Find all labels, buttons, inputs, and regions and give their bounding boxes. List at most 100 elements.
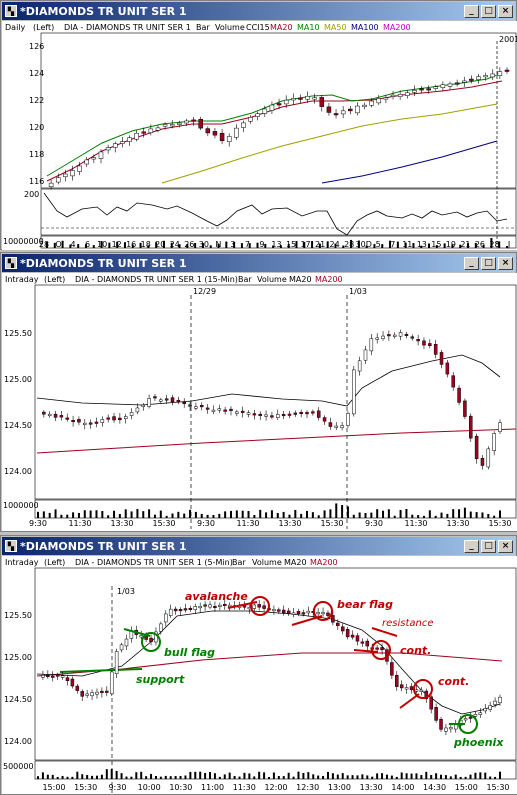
candle — [120, 137, 125, 148]
candle — [299, 409, 303, 418]
candle — [291, 93, 296, 105]
x-tick: 20 — [155, 240, 165, 249]
candle — [65, 674, 70, 686]
intraday-15min-window: ▚ *DIAMONDS TR UNIT SER 1 _ □ × Intraday… — [0, 252, 517, 532]
maximize-button[interactable]: □ — [481, 539, 496, 553]
candle — [369, 98, 374, 108]
x-tick: 5 — [376, 240, 381, 249]
candle — [451, 372, 455, 391]
volume-bar — [342, 245, 345, 248]
resistance-annotation: resistance — [371, 618, 434, 637]
candle — [235, 409, 239, 417]
candle — [269, 101, 275, 114]
volume-bar — [435, 245, 438, 248]
intraday-15min-x-axis: 9:30 11:30 13:30 15:30 9:30 11:30 13:30 15:30 9:… — [29, 519, 512, 528]
candle — [105, 144, 111, 154]
title-bar[interactable]: ▚ *DIAMONDS TR UNIT SER 1 _ □ × — [2, 254, 515, 272]
type-label: Bar — [238, 275, 252, 284]
volume-bar — [352, 514, 355, 518]
date-marker: 12/29 — [193, 287, 216, 296]
x-tick: 10:00 — [138, 783, 161, 792]
candle — [422, 337, 426, 350]
axis-label: (Left) — [33, 23, 54, 32]
candle — [258, 411, 262, 421]
volume-bar — [233, 241, 236, 248]
volume-bar — [77, 244, 80, 248]
maximize-button[interactable]: □ — [481, 4, 496, 18]
volume-bar — [484, 772, 487, 779]
volume-bar — [358, 512, 361, 518]
volume-bar — [341, 505, 344, 518]
candle — [365, 638, 370, 651]
volume-bar — [225, 241, 228, 248]
maximize-button[interactable]: □ — [481, 256, 496, 270]
intraday-5min-window: ▚ *DIAMONDS TR UNIT SER 1 _ □ × Intraday… — [0, 535, 517, 795]
volume-bar — [84, 244, 87, 248]
price-tick: 116 — [29, 177, 44, 186]
candle — [440, 81, 446, 92]
candle — [296, 608, 301, 617]
daily-candles — [48, 67, 510, 190]
chart-window-icon: ▚ — [5, 5, 17, 17]
volume-bar — [405, 508, 408, 518]
title-bar[interactable]: ▚ *DIAMONDS TR UNIT SER 1 _ □ × — [2, 2, 515, 20]
close-button[interactable]: × — [498, 4, 513, 18]
title-bar[interactable]: ▚ *DIAMONDS TR UNIT SER 1 _ □ × — [2, 537, 515, 555]
candle — [118, 413, 122, 424]
candle — [123, 413, 128, 424]
candle — [262, 601, 266, 612]
x-tick: 21 — [315, 240, 325, 249]
intraday-5min-chart-area[interactable]: Intraday (Left) DIA - DIAMONDS TR UNIT S… — [2, 556, 517, 794]
cci-tick: 200 — [24, 190, 39, 199]
close-button[interactable]: × — [498, 256, 513, 270]
x-tick: 11:00 — [201, 783, 224, 792]
daily-chart-area[interactable]: Daily (Left) DIA - DIAMONDS TR UNIT SER … — [2, 21, 517, 250]
minimize-button[interactable]: _ — [464, 256, 479, 270]
x-tick: 6 — [85, 240, 90, 249]
volume-bar — [376, 773, 379, 779]
volume-bar — [371, 776, 374, 779]
candle — [80, 689, 84, 701]
volume-bar — [183, 513, 186, 518]
minimize-button[interactable]: _ — [464, 4, 479, 18]
price-tick: 125.00 — [4, 375, 32, 384]
candle — [276, 98, 282, 110]
volume-bar — [95, 775, 98, 779]
candle — [134, 130, 139, 142]
volume-bar — [124, 509, 127, 518]
volume-bar — [258, 771, 261, 779]
candle — [46, 670, 50, 679]
candle — [355, 633, 360, 646]
volume-bar — [404, 242, 407, 248]
volume-bar — [110, 769, 113, 779]
intraday-15min-chart-area[interactable]: Intraday (Left) DIA - DIAMONDS TR UNIT S… — [2, 273, 517, 531]
candle — [159, 621, 163, 635]
volume-bar — [212, 514, 215, 518]
volume-bar — [56, 776, 59, 779]
volume-bar — [60, 514, 63, 518]
volume-bar — [300, 513, 303, 518]
volume-bar — [336, 774, 339, 779]
candle — [390, 90, 396, 100]
volume-bar — [86, 775, 89, 779]
candle — [223, 406, 227, 415]
volume-bar — [318, 243, 321, 248]
volume-bar — [357, 240, 360, 248]
candle — [208, 601, 212, 610]
volume-bar — [396, 241, 399, 248]
ma20-label: MA20 — [289, 275, 312, 284]
volume-bar — [233, 775, 236, 779]
volume-bar — [72, 512, 75, 518]
close-button[interactable]: × — [498, 539, 513, 553]
candle — [476, 74, 481, 84]
minimize-button[interactable]: _ — [464, 539, 479, 553]
volume-bar — [399, 510, 402, 518]
price-tick: 124 — [29, 69, 44, 78]
x-tick: 7 — [245, 240, 250, 249]
cont-annotation-2: cont. — [399, 675, 469, 709]
volume-bar — [395, 776, 398, 779]
candle — [169, 119, 175, 129]
candle — [428, 339, 432, 349]
candle — [444, 723, 448, 736]
volume-bar — [446, 513, 449, 518]
